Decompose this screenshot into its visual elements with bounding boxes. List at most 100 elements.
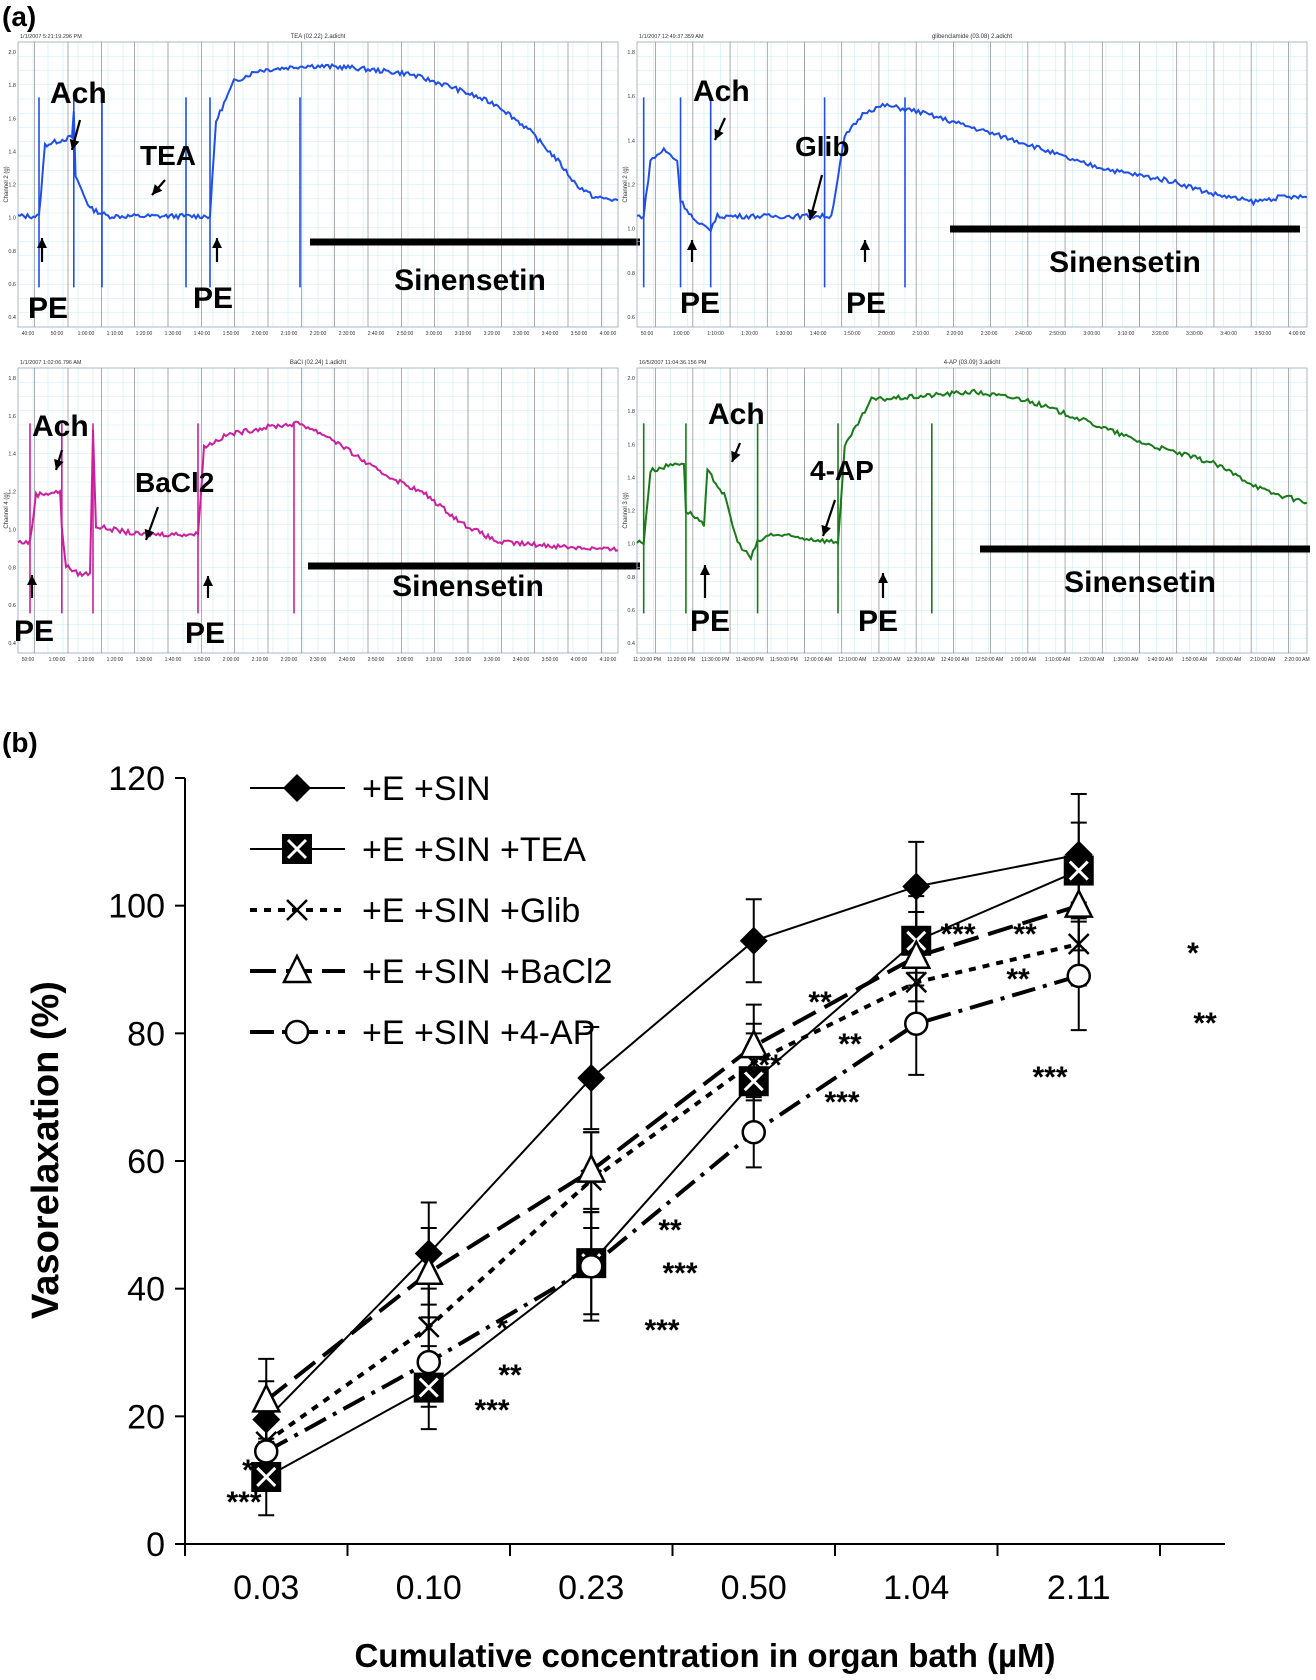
trace-y-tick: 1.2 [8, 183, 16, 189]
trace-time-tick: 12:50:00 AM [975, 657, 1003, 663]
marker-diamond [902, 872, 931, 901]
trace-file-title: 4-AP (03.09) 3.adicht [944, 360, 1001, 366]
series-line-5 [265, 973, 1080, 1454]
trace-pe-label: PE [28, 292, 68, 325]
trace-time-tick: 1:50:00 [194, 657, 211, 663]
trace-y-tick: 1.0 [627, 542, 635, 548]
marker-triangle [901, 938, 932, 969]
data-point [413, 1372, 444, 1403]
trace-frame [636, 41, 1308, 328]
trace-y-tick: 1.4 [8, 149, 16, 155]
trace-y-tick: 0.6 [627, 608, 635, 614]
trace-time-tick: 50:00 [641, 331, 654, 337]
trace-time-tick: 3:20:00 [455, 657, 472, 663]
y-tick-label: 40 [127, 1271, 165, 1309]
marker-triangle [281, 953, 313, 984]
concentration-response-chart: 0 20 40 60 80 100 120 0.03 0.10 0.23 0.50 1.04 2.11… [25, 760, 1225, 1674]
pe-arrow-head [203, 576, 213, 586]
trace-pe-label: PE [193, 282, 233, 315]
series-line-4 [265, 903, 1080, 1402]
significance-marker: *** [824, 1086, 859, 1119]
data-point [741, 1120, 766, 1145]
trace-time-tick: 2:30:00 [310, 657, 327, 663]
data-point [739, 926, 768, 955]
trace-y-tick: 1.4 [627, 475, 635, 481]
trace-time-tick: 3:30:00 [1186, 331, 1203, 337]
data-point [413, 1254, 444, 1285]
trace-ach-label: Ach [50, 77, 107, 110]
trace-time-tick: 12:10:00 AM [838, 657, 866, 663]
data-point [1067, 933, 1090, 955]
significance-marker: *** [644, 1314, 679, 1347]
recording-traces: TEA (02.22) 2.adicht 1/1/2007 5:21:19.296… [4, 34, 1310, 663]
trace-time-tick: 1:10:00 AM [1045, 657, 1070, 663]
trace-frame [17, 41, 619, 328]
marker-triangle [576, 1152, 607, 1183]
trace-time-tick: 12:00:00 AM [804, 657, 832, 663]
trace-channel-label: Channel 4 (g) [4, 492, 10, 528]
trace-time-tick: 2:00:00 [252, 331, 269, 337]
trace-y-tick: 1.6 [8, 414, 16, 420]
trace-time-tick: 1:40:00 [194, 331, 211, 337]
trace-blocker-label: BaCl2 [135, 467, 214, 498]
legend-label: +E +SIN +BaCl2 [362, 953, 612, 991]
y-axis-label: Vasorelaxation (%) [25, 981, 67, 1319]
marker-x [1067, 933, 1090, 955]
trace-ach-label: Ach [693, 75, 750, 108]
significance-marker: *** [226, 1486, 261, 1519]
trace-time-tick: 3:00:00 [426, 331, 443, 337]
trace-time-tick: 1:00:00 AM [1011, 657, 1036, 663]
trace-time-tick: 3:50:00 [1254, 331, 1271, 337]
marker-x [905, 971, 928, 994]
marker-square-x [256, 1466, 277, 1488]
significance-marker: ** [838, 1028, 862, 1061]
x-tick-label: 0.03 [233, 1569, 299, 1607]
trace-time-tick: 2:20:00 [310, 331, 327, 337]
significance-marker: * [1187, 937, 1199, 970]
significance-marker: ** [1006, 963, 1030, 996]
trace-time-tick: 2:10:00 [252, 657, 269, 663]
trace-pe-label: PE [858, 605, 898, 638]
trace-panel-2: glibenclamide (03.08) 2.adicht 1/1/2007 1… [623, 34, 1308, 337]
pe-arrow-head [878, 573, 888, 583]
trace-time-tick: 1:40:00 [810, 331, 827, 337]
trace-date-stamp: 1/1/2007 1:02:06.796 AM [20, 360, 82, 366]
trace-grid [17, 367, 619, 654]
legend-marker [283, 774, 311, 802]
marker-x [417, 1316, 440, 1338]
trace-y-tick: 1.2 [627, 509, 635, 515]
trace-pe-label: PE [185, 617, 225, 650]
trace-channel-label: Channel 3 (g) [623, 492, 629, 528]
y-tick-label: 0 [146, 1526, 165, 1564]
trace-date-stamp: 1/1/2007 12:49:37.359 AM [639, 34, 704, 40]
trace-time-tick: 3:40:00 [542, 331, 559, 337]
trace-y-tick: 0.4 [627, 641, 635, 647]
significance-marker: *** [940, 918, 975, 951]
significance-marker: *** [474, 1394, 509, 1427]
x-tick-label: 2.11 [1047, 1569, 1111, 1607]
marker-diamond [283, 774, 311, 802]
trace-pe-label: PE [680, 287, 720, 320]
x-axis-label: Cumulative concentration in organ bath (… [354, 1637, 1055, 1674]
significance-marker: ** [1013, 918, 1037, 951]
trace-time-tick: 11:20:00 PM [667, 657, 695, 663]
significance-marker: ** [758, 1049, 782, 1082]
trace-y-tick: 1.0 [8, 216, 16, 222]
marker-diamond [414, 1239, 443, 1268]
trace-time-tick: 1:20:00 [741, 331, 758, 337]
trace-time-tick: 11:30:00 PM [701, 657, 729, 663]
data-point [1066, 963, 1091, 989]
trace-file-title: glibenclamide (03.08) 2.adicht [932, 34, 1012, 40]
trace-y-tick: 1.2 [627, 183, 635, 189]
trace-pe-label: PE [14, 615, 54, 648]
trace-y-tick: 1.6 [8, 116, 16, 122]
trace-time-tick: 3:10:00 [426, 657, 443, 663]
trace-blocker-label: Glib [795, 131, 849, 162]
sinensetin-label: Sinensetin [1049, 246, 1201, 279]
significance-marker: ** [658, 1214, 682, 1247]
trace-time-tick: 1:00:00 [78, 331, 95, 337]
y-tick-label: 60 [127, 1143, 165, 1181]
trace-time-tick: 1:50:00 AM [1182, 657, 1207, 663]
marker-square-x [418, 1377, 439, 1398]
